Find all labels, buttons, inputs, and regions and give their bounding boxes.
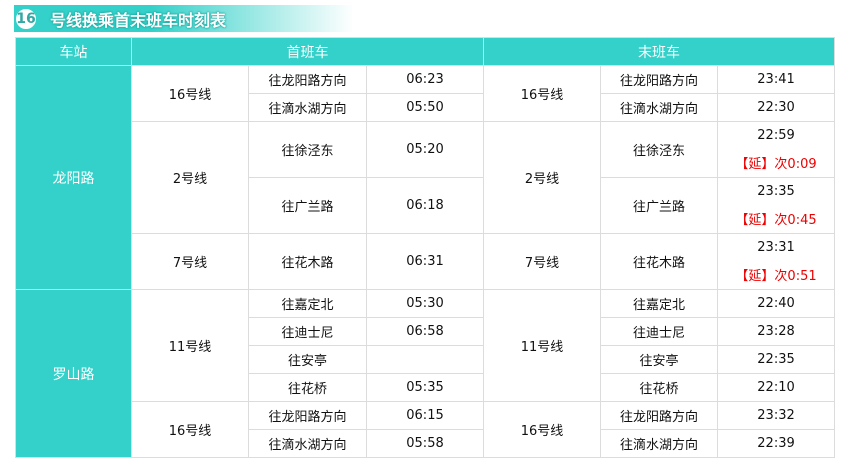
table-row: 7号线 往花木路 06:31 7号线 往花木路 23:31 【延】次0:51	[16, 233, 836, 290]
page-title: 号线换乘首末班车时刻表	[50, 10, 227, 30]
last-time-cell: 22:40	[717, 289, 836, 318]
first-time: 05:20	[365, 121, 485, 178]
first-time	[365, 345, 485, 374]
first-direction: 往徐泾东	[248, 121, 367, 178]
table-row: 2号线 往徐泾东 05:20 2号线 往徐泾东 22:59 【延】次0:09	[16, 121, 836, 234]
table-row: 16号线 往龙阳路方向 06:15 16号线 往龙阳路方向 23:32	[16, 401, 836, 458]
title-bar: 16 号线换乘首末班车时刻表	[14, 5, 354, 32]
last-time: 23:41	[757, 72, 795, 87]
last-time-cell: 23:41	[717, 65, 836, 94]
last-time-cell: 23:35 【延】次0:45	[717, 177, 836, 234]
first-line-name: 2号线	[131, 121, 249, 234]
last-time-cell: 22:10	[717, 373, 836, 402]
station-name: 罗山路	[15, 289, 132, 458]
last-time-cell: 23:28	[717, 317, 836, 346]
first-time: 06:31	[365, 233, 485, 290]
last-time: 23:28	[757, 324, 795, 339]
last-line-name: 16号线	[483, 401, 602, 458]
last-direction: 往嘉定北	[600, 289, 719, 318]
last-time-cell: 22:39	[717, 429, 836, 458]
first-time: 06:58	[365, 317, 485, 346]
table-row: 往滴水湖方向 05:58 往滴水湖方向 22:39	[16, 429, 836, 458]
header-station: 车站	[15, 37, 132, 66]
table-row: 龙阳路 16号线 往龙阳路方向 06:23 16号线 往龙阳路方向 23:41	[15, 65, 836, 290]
last-line-name: 11号线	[483, 289, 602, 402]
last-time-cell: 22:59 【延】次0:09	[717, 121, 836, 178]
last-time: 22:30	[757, 100, 795, 115]
last-line-name: 2号线	[483, 121, 602, 234]
last-time-cell: 22:35	[717, 345, 836, 374]
first-line-name: 16号线	[131, 65, 249, 122]
last-direction: 往徐泾东	[600, 121, 719, 178]
first-time: 05:58	[365, 429, 485, 458]
first-direction: 往迪士尼	[248, 317, 367, 346]
first-line-name: 7号线	[131, 233, 249, 290]
table-row: 往广兰路 06:18 往广兰路 23:35 【延】次0:45	[16, 177, 836, 234]
last-line-name: 16号线	[483, 65, 602, 122]
first-direction: 往花桥	[248, 373, 367, 402]
table-row: 往滴水湖方向 05:50 往滴水湖方向 22:30	[16, 93, 836, 122]
timetable: 车站 首班车 末班车 龙阳路 16号线 往龙阳路方向 06:23 16号线 往龙阳路方向 2…	[15, 37, 836, 458]
first-direction: 往滴水湖方向	[248, 93, 367, 122]
last-direction: 往广兰路	[600, 177, 719, 234]
first-direction: 往滴水湖方向	[248, 429, 367, 458]
delay-note: 【延】次0:09	[735, 156, 817, 172]
last-direction: 往龙阳路方向	[600, 65, 719, 94]
first-direction: 往龙阳路方向	[248, 401, 367, 430]
last-time: 22:40	[757, 296, 795, 311]
last-direction: 往安亭	[600, 345, 719, 374]
header-last-train: 末班车	[483, 37, 836, 66]
station-name: 龙阳路	[15, 65, 132, 290]
last-direction: 往滴水湖方向	[600, 93, 719, 122]
line-badge: 16	[14, 6, 38, 31]
first-direction: 往安亭	[248, 345, 367, 374]
first-direction: 往花木路	[248, 233, 367, 290]
last-line-name: 7号线	[483, 233, 602, 290]
first-line-name: 11号线	[131, 289, 249, 402]
first-direction: 往嘉定北	[248, 289, 367, 318]
first-time: 05:35	[365, 373, 485, 402]
last-time: 22:10	[757, 380, 795, 395]
last-time: 22:39	[757, 436, 795, 451]
first-time: 05:50	[365, 93, 485, 122]
delay-note: 【延】次0:51	[735, 268, 817, 284]
last-time: 23:31	[757, 239, 795, 255]
table-row: 往花桥 05:35 往花桥 22:10	[16, 373, 836, 402]
first-line-name: 16号线	[131, 401, 249, 458]
last-time: 22:59	[757, 127, 795, 143]
table-row: 罗山路 11号线 往嘉定北 05:30 11号线 往嘉定北 22:40	[15, 289, 836, 458]
last-direction: 往滴水湖方向	[600, 429, 719, 458]
last-time-cell: 22:30	[717, 93, 836, 122]
last-time-cell: 23:32	[717, 401, 836, 430]
last-direction: 往花木路	[600, 233, 719, 290]
last-direction: 往迪士尼	[600, 317, 719, 346]
first-time: 05:30	[365, 289, 485, 318]
last-time-cell: 23:31 【延】次0:51	[717, 233, 836, 290]
last-time: 23:35	[757, 183, 795, 199]
first-time: 06:23	[365, 65, 485, 94]
first-direction: 往广兰路	[248, 177, 367, 234]
last-time: 23:32	[757, 408, 795, 423]
header-first-train: 首班车	[130, 37, 485, 66]
first-time: 06:15	[365, 401, 485, 430]
first-time: 06:18	[365, 177, 485, 234]
last-direction: 往花桥	[600, 373, 719, 402]
delay-note: 【延】次0:45	[735, 212, 817, 228]
first-direction: 往龙阳路方向	[248, 65, 367, 94]
last-time: 22:35	[757, 352, 795, 367]
last-direction: 往龙阳路方向	[600, 401, 719, 430]
